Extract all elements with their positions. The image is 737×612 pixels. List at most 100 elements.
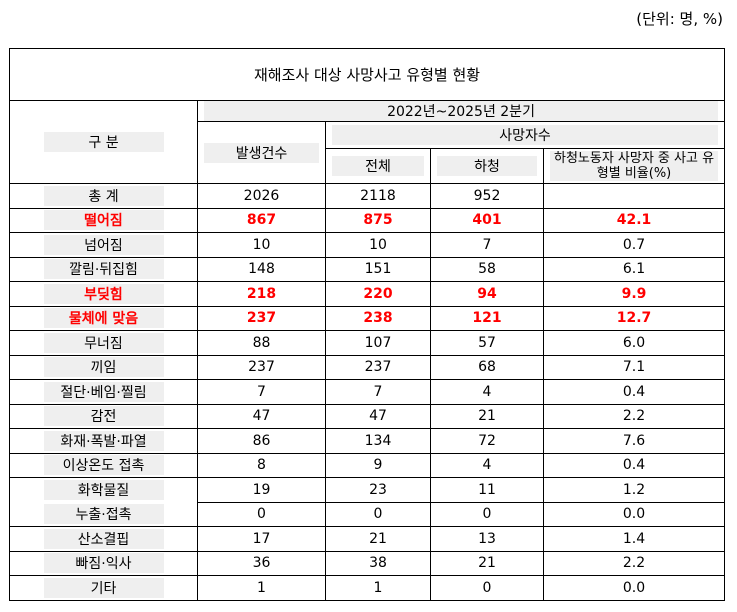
value-cell: 1 [325, 575, 431, 601]
row-label: 넘어짐 [43, 234, 164, 255]
row-label: 총 계 [43, 185, 164, 206]
label-cell: 이상온도 접촉 [9, 452, 198, 478]
table-row: 이상온도 접촉 8 9 4 0.4 [9, 452, 726, 478]
value-cell: 23 [325, 477, 431, 503]
label-cell: 떨어짐 [9, 207, 198, 233]
value-cell: 11 [430, 477, 544, 503]
value-cell: 237 [325, 354, 431, 380]
row-label: 이상온도 접촉 [43, 455, 164, 476]
table-row: 감전 47 47 21 2.2 [9, 403, 726, 429]
value-cell: 875 [325, 207, 431, 233]
value-cell: 134 [325, 428, 431, 454]
label-cell: 누출·접촉 [9, 502, 198, 527]
row-label: 절단·베임·찔림 [43, 381, 164, 402]
row-label: 감전 [43, 406, 164, 427]
value-cell: 238 [325, 305, 431, 331]
value-cell: 6.1 [542, 256, 726, 282]
label-cell: 감전 [9, 403, 198, 429]
value-cell: 21 [430, 550, 544, 576]
value-cell: 19 [197, 477, 326, 503]
unit-note: (단위: 명, %) [636, 10, 723, 28]
row-label: 물체에 맞음 [43, 308, 164, 329]
header-text: 2022년~2025년 2분기 [204, 101, 719, 121]
table-row: 절단·베임·찔림 7 7 4 0.4 [9, 379, 726, 405]
value-cell: 47 [325, 403, 431, 429]
row-label: 떨어짐 [43, 210, 164, 231]
value-cell: 57 [430, 330, 544, 356]
row-label: 화재·폭발·파열 [43, 430, 164, 451]
table-row: 떨어짐 867 875 401 42.1 [9, 207, 726, 233]
value-cell: 1 [197, 575, 326, 601]
value-cell: 7.6 [542, 428, 726, 454]
value-cell: 47 [197, 403, 326, 429]
value-cell: 12.7 [542, 305, 726, 331]
value-cell: 94 [430, 281, 544, 307]
value-cell: 2.2 [542, 550, 726, 576]
row-label: 빠짐·익사 [43, 553, 164, 574]
value-cell: 2.2 [542, 403, 726, 429]
label-cell: 절단·베임·찔림 [9, 379, 198, 405]
value-cell: 218 [197, 281, 326, 307]
header-text: 전체 [332, 156, 424, 176]
label-cell: 무너짐 [9, 330, 198, 356]
label-cell: 총 계 [9, 183, 198, 209]
header-cell: 사망자수 [324, 121, 726, 149]
value-cell: 0.4 [542, 452, 726, 478]
value-cell: 0 [325, 501, 431, 527]
value-cell: 6.0 [542, 330, 726, 356]
header-text: 발생건수 [204, 142, 319, 163]
header-text: 하청노동자 사망자 중 사고 유형별 비율(%) [550, 151, 719, 181]
table-row: 넘어짐 10 10 7 0.7 [9, 232, 726, 258]
row-label: 산소결핍 [43, 528, 164, 549]
table-row: 무너짐 88 107 57 6.0 [9, 330, 726, 356]
value-cell: 4 [430, 452, 544, 478]
value-cell: 1.4 [542, 526, 726, 552]
value-cell: 68 [430, 354, 544, 380]
value-cell: 10 [325, 232, 431, 258]
header-cell: 발생건수 [197, 121, 326, 184]
value-cell: 107 [325, 330, 431, 356]
value-cell [542, 183, 726, 209]
value-cell: 0 [430, 575, 544, 601]
value-cell: 13 [430, 526, 544, 552]
table-row: 물체에 맞음 237 238 121 12.7 [9, 305, 726, 331]
table-row: 끼임 237 237 68 7.1 [9, 354, 726, 380]
label-cell: 물체에 맞음 [9, 305, 198, 331]
value-cell: 867 [197, 207, 326, 233]
value-cell: 17 [197, 526, 326, 552]
row-label: 부딪힘 [43, 283, 164, 304]
value-cell: 21 [430, 403, 544, 429]
table-row: 화재·폭발·파열 86 134 72 7.6 [9, 428, 726, 454]
value-cell: 9.9 [542, 281, 726, 307]
value-cell: 42.1 [542, 207, 726, 233]
value-cell: 86 [197, 428, 326, 454]
row-label: 화학물질 [43, 480, 164, 500]
label-cell: 화학물질 [9, 477, 198, 502]
value-cell: 1.2 [542, 477, 726, 503]
table-row: 산소결핍 17 21 13 1.4 [9, 526, 726, 552]
value-cell: 58 [430, 256, 544, 282]
value-cell: 220 [325, 281, 431, 307]
table-row: 부딪힘 218 220 94 9.9 [9, 281, 726, 307]
value-cell: 7 [325, 379, 431, 405]
row-label: 무너짐 [43, 332, 164, 353]
value-cell: 0.0 [542, 501, 726, 527]
data-table: 재해조사 대상 사망사고 유형별 현황 구 분 2022년~2025년 2분기 … [8, 48, 726, 601]
value-cell: 0.7 [542, 232, 726, 258]
label-cell: 기타 [9, 575, 198, 601]
label-cell: 깔림·뒤집힘 [9, 256, 198, 282]
header-cell: 구 분 [9, 100, 198, 184]
value-cell: 401 [430, 207, 544, 233]
value-cell: 0 [430, 501, 544, 527]
value-cell: 72 [430, 428, 544, 454]
value-cell: 0 [197, 501, 326, 527]
value-cell: 2118 [325, 183, 431, 209]
value-cell: 8 [197, 452, 326, 478]
header-cell: 하청 [430, 148, 544, 184]
value-cell: 952 [430, 183, 544, 209]
value-cell: 237 [197, 354, 326, 380]
table-row: 화학물질 19 23 11 1.2 [9, 477, 726, 503]
table-row: 기타 1 1 0 0.0 [9, 575, 726, 601]
header-cell: 2022년~2025년 2분기 [196, 100, 726, 122]
